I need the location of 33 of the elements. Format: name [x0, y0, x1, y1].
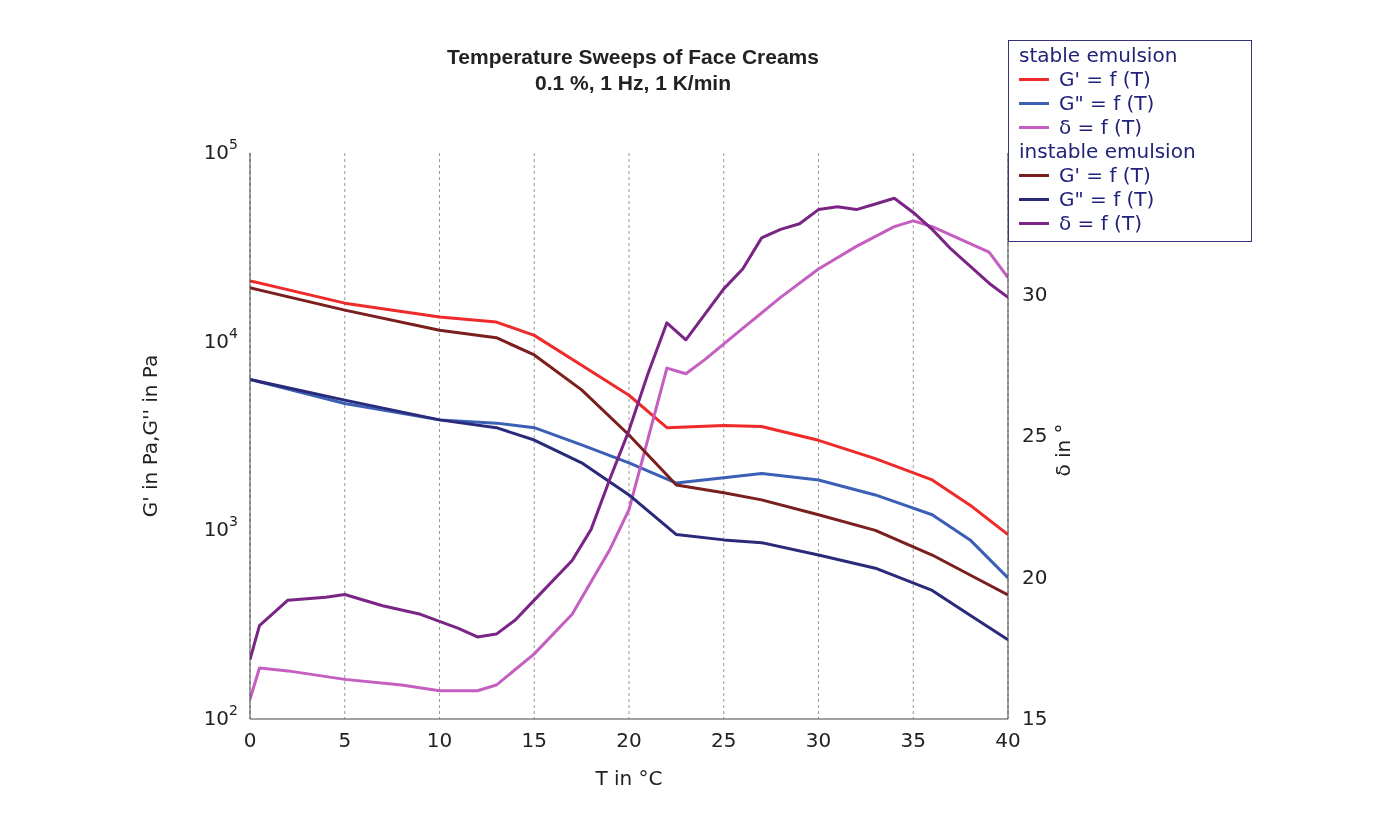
legend-label: δ = f (T)	[1059, 211, 1142, 235]
x-tick-label: 20	[616, 727, 642, 752]
line-series	[250, 286, 1008, 597]
chart-title: Temperature Sweeps of Face Creams	[446, 44, 820, 70]
x-tick-label: 35	[900, 727, 926, 752]
x-tick-label: 30	[805, 727, 832, 752]
chart-subtitle: 0.1 %, 1 Hz, 1 K/min	[533, 70, 733, 96]
y-tick-label: 10$^{5}$	[203, 136, 238, 164]
y2-tick-label: 30	[1022, 281, 1048, 305]
x-tick-label: 10	[426, 727, 453, 752]
line-series	[250, 378, 1008, 642]
legend-label: G' = f (T)	[1059, 67, 1151, 91]
y2-axis-title: δ in °	[1051, 422, 1075, 479]
legend-label: G" = f (T)	[1059, 187, 1155, 211]
line-series	[250, 279, 1008, 537]
x-tick-label: 15	[521, 727, 547, 752]
legend-label: G" = f (T)	[1059, 91, 1155, 115]
y-tick-label: 10$^{3}$	[203, 513, 238, 541]
x-tick-label: 0	[243, 727, 257, 752]
legend-label: G' = f (T)	[1059, 163, 1151, 187]
y2-tick-label: 15	[1022, 705, 1048, 730]
x-tick-label: 5	[338, 727, 352, 752]
x-tick-label: 25	[711, 727, 737, 752]
legend-label: δ = f (T)	[1059, 115, 1142, 139]
text: instable emulsion	[1019, 139, 1197, 163]
y2-tick-label: 25	[1022, 422, 1048, 447]
y-tick-label: 10$^{4}$	[203, 324, 239, 353]
x-tick-label: 40	[995, 727, 1021, 752]
text: stable emulsion	[1019, 43, 1179, 67]
y-tick-label: 10$^{2}$	[203, 702, 238, 730]
x-axis-title: T in °C	[594, 766, 663, 790]
y-axis-title: G' in Pa,G'' in Pa	[138, 354, 163, 518]
y2-tick-label: 20	[1022, 564, 1048, 588]
